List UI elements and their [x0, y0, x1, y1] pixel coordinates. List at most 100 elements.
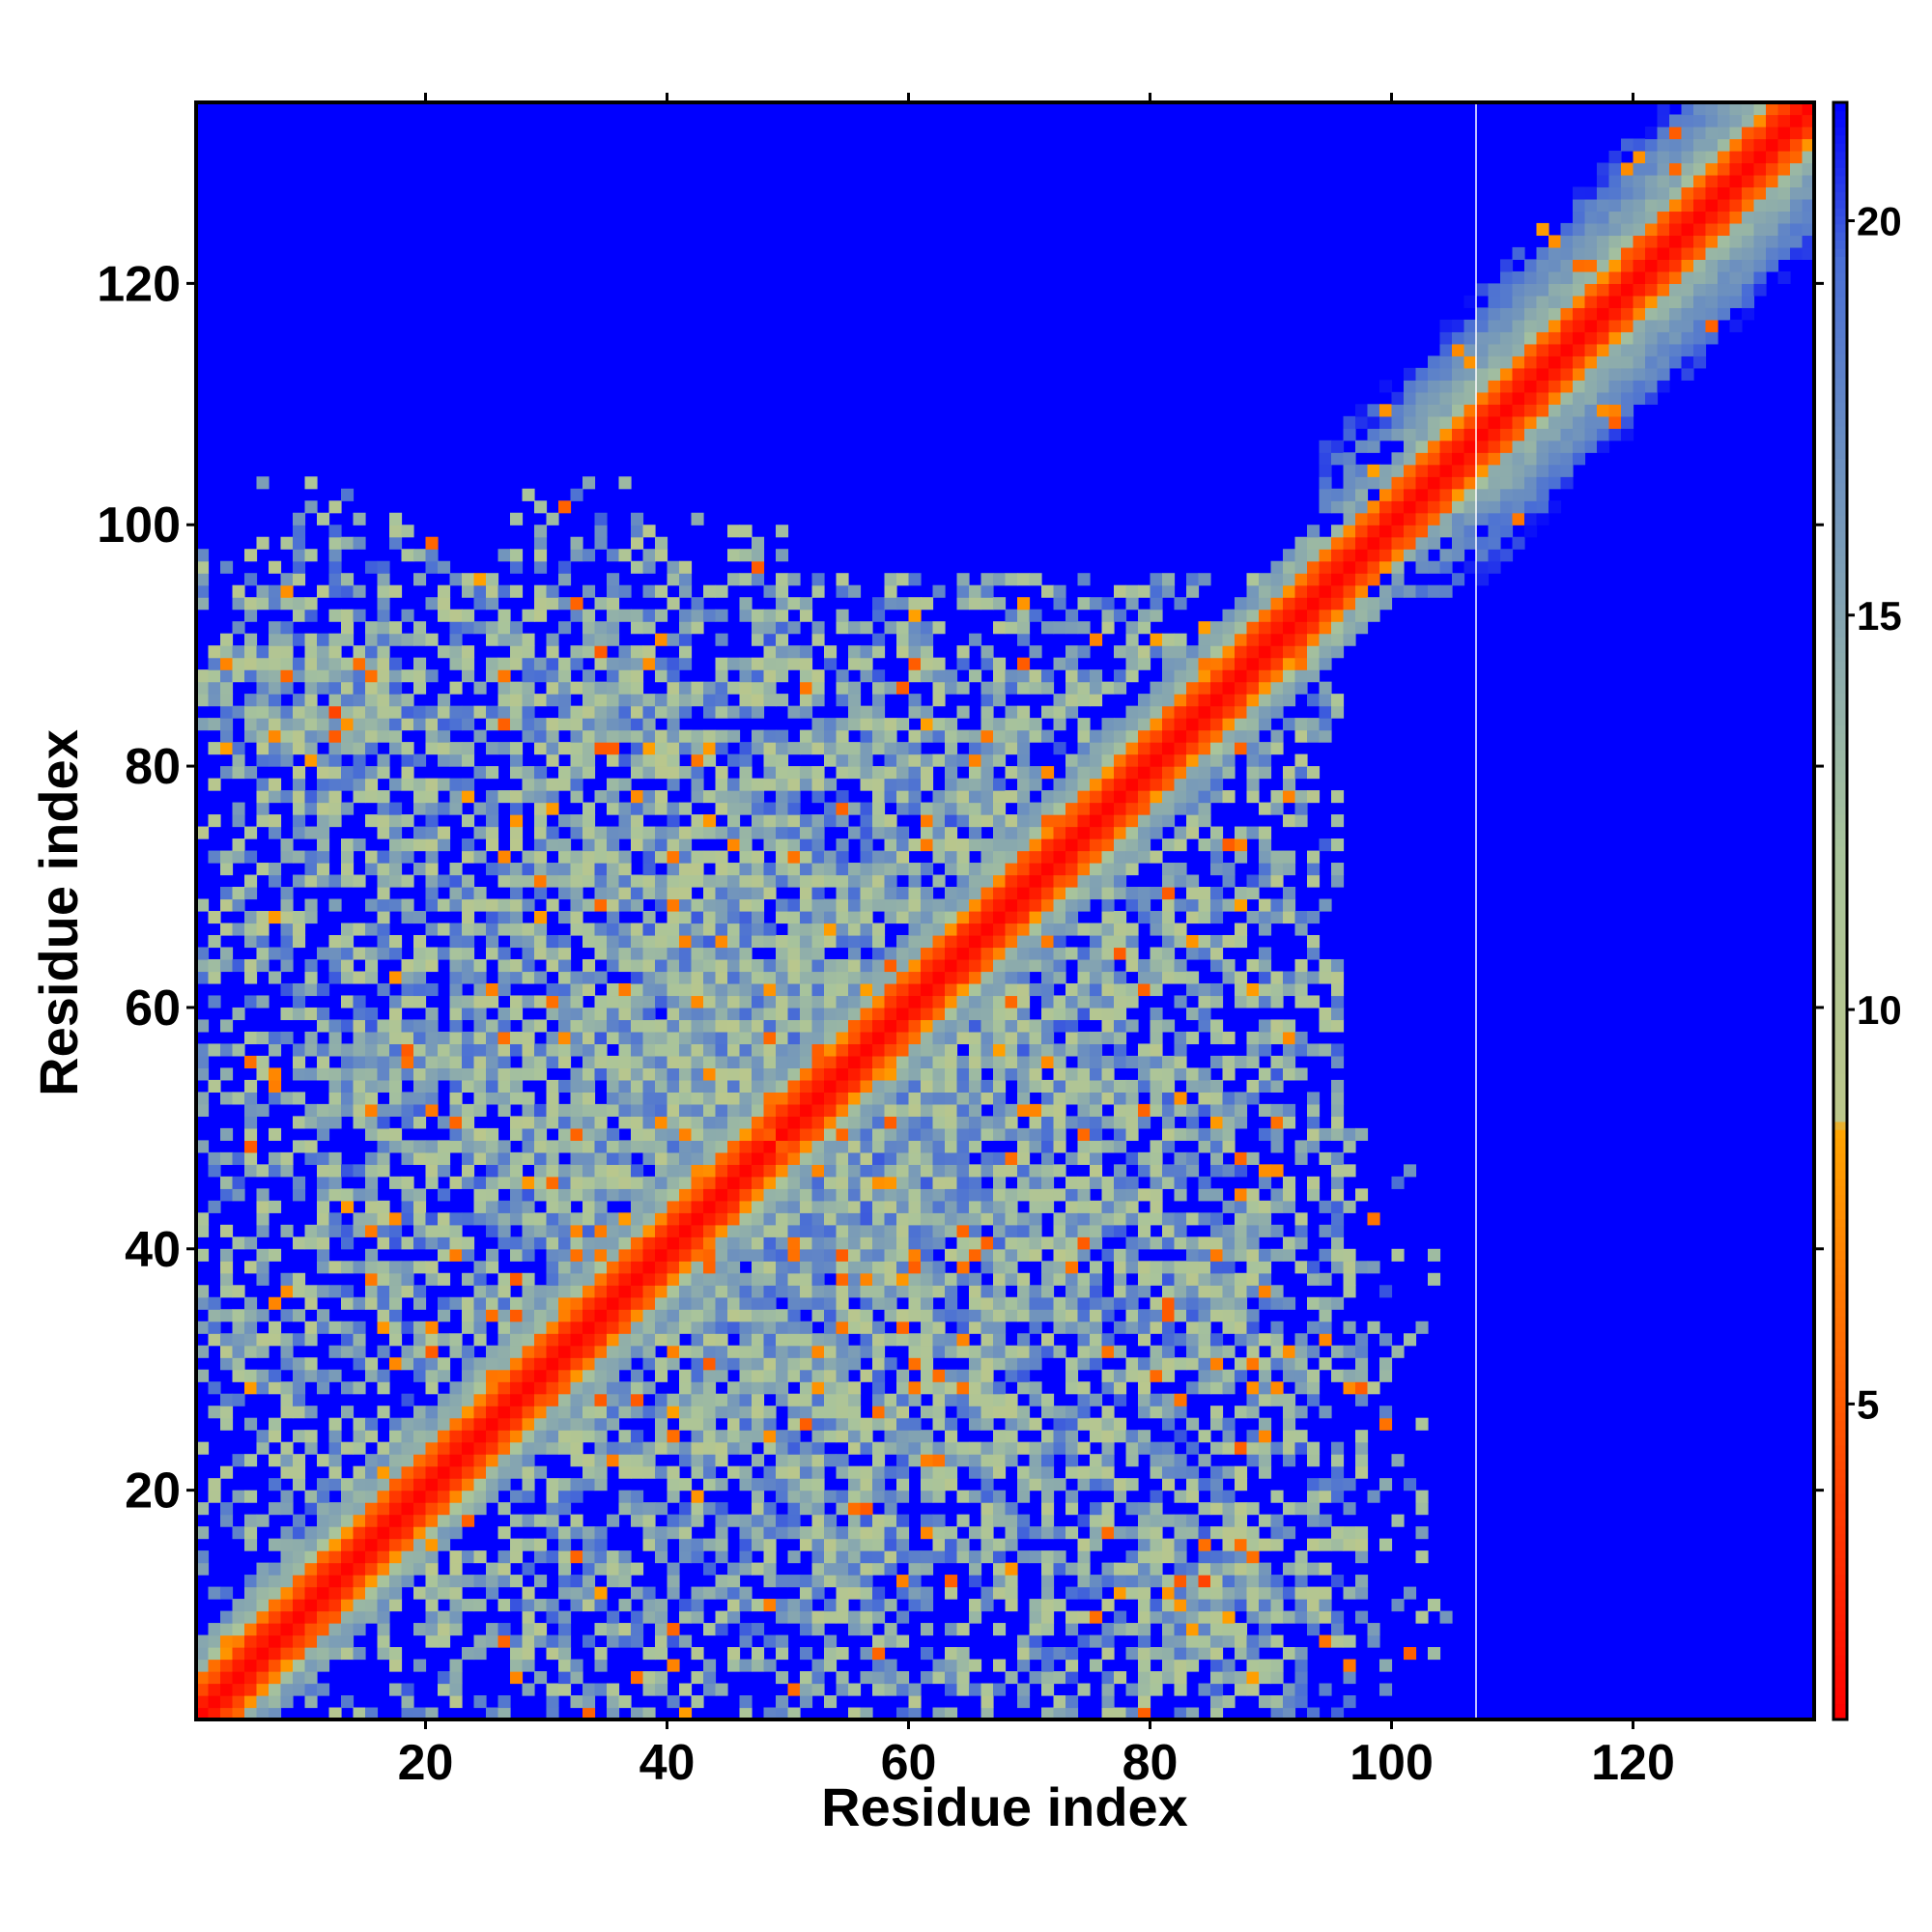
heatmap-cell: [1005, 1043, 1018, 1057]
heatmap-cell: [449, 863, 463, 876]
heatmap-cell: [365, 1490, 379, 1503]
heatmap-cell: [244, 1647, 258, 1661]
heatmap-cell: [956, 1659, 970, 1672]
heatmap-cell: [691, 1164, 704, 1178]
heatmap-cell: [956, 863, 970, 876]
heatmap-cell: [896, 1514, 910, 1527]
heatmap-cell: [776, 1103, 789, 1117]
heatmap-cell: [607, 1212, 620, 1226]
heatmap-cell: [763, 1538, 777, 1551]
heatmap-cell: [269, 1623, 282, 1636]
heatmap-cell: [244, 1599, 258, 1612]
heatmap-cell: [256, 1031, 270, 1045]
heatmap-cell: [558, 1224, 572, 1237]
heatmap-cell: [196, 1321, 210, 1334]
heatmap-cell: [341, 1055, 355, 1068]
heatmap-cell: [763, 778, 777, 791]
heatmap-cell: [582, 1430, 596, 1443]
heatmap-cell: [244, 1671, 258, 1685]
heatmap-cell: [546, 1164, 559, 1178]
heatmap-cell: [884, 1236, 897, 1250]
heatmap-cell: [667, 982, 680, 997]
heatmap-cell: [438, 597, 451, 611]
heatmap-cell: [534, 1369, 548, 1382]
heatmap-cell: [763, 1236, 777, 1250]
heatmap-cell: [618, 1599, 632, 1612]
heatmap-cell: [377, 911, 390, 924]
heatmap-cell: [763, 1550, 777, 1564]
heatmap-cell: [860, 1514, 873, 1527]
heatmap-cell: [220, 1272, 234, 1286]
heatmap-cell: [570, 729, 583, 743]
heatmap-cell: [510, 1441, 524, 1455]
heatmap-cell: [570, 1381, 583, 1395]
heatmap-cell: [232, 1236, 245, 1250]
heatmap-cell: [655, 1116, 668, 1129]
heatmap-cell: [497, 633, 511, 646]
heatmap-cell: [607, 1261, 620, 1274]
heatmap-cell: [642, 1599, 656, 1612]
heatmap-cell: [739, 1321, 753, 1334]
heatmap-cell: [328, 549, 342, 562]
heatmap-cell: [642, 1345, 656, 1358]
heatmap-cell: [980, 1188, 994, 1202]
heatmap-cell: [848, 1562, 862, 1576]
heatmap-cell: [921, 934, 934, 949]
heatmap-cell: [956, 1079, 970, 1093]
heatmap-cell: [280, 1333, 294, 1347]
heatmap-cell: [220, 1695, 234, 1709]
heatmap-cell: [679, 1683, 693, 1696]
heatmap-cell: [945, 982, 958, 997]
heatmap-cell: [1029, 874, 1042, 888]
heatmap-cell: [993, 947, 1007, 960]
heatmap-cell: [413, 1659, 427, 1672]
heatmap-cell: [800, 1454, 813, 1467]
heatmap-cell: [510, 1430, 524, 1443]
heatmap-cell: [642, 609, 656, 622]
heatmap-cell: [425, 718, 439, 731]
heatmap-cell: [715, 729, 728, 743]
heatmap-cell: [896, 1683, 910, 1696]
heatmap-cell: [377, 1575, 390, 1588]
heatmap-cell: [667, 1031, 680, 1045]
heatmap-cell: [425, 536, 439, 550]
heatmap-cell: [1053, 1127, 1066, 1141]
heatmap-cell: [401, 753, 414, 767]
heatmap-cell: [945, 1345, 958, 1358]
heatmap-cell: [896, 1369, 910, 1382]
heatmap-cell: [945, 826, 958, 839]
heatmap-cell: [594, 1067, 608, 1081]
heatmap-cell: [462, 1309, 475, 1322]
heatmap-cell: [232, 1671, 245, 1685]
heatmap-cell: [341, 633, 355, 646]
heatmap-cell: [582, 1236, 596, 1250]
heatmap-cell: [836, 1345, 849, 1358]
heatmap-cell: [811, 1430, 825, 1443]
heatmap-cell: [497, 1321, 511, 1334]
heatmap-cell: [811, 947, 825, 960]
heatmap-cell: [763, 814, 777, 828]
heatmap-cell: [824, 645, 838, 659]
heatmap-cell: [1005, 1188, 1018, 1202]
heatmap-cell: [462, 609, 475, 622]
heatmap-cell: [727, 753, 741, 767]
heatmap-cell: [824, 729, 838, 743]
heatmap-cell: [739, 1103, 753, 1117]
heatmap-cell: [631, 995, 644, 1009]
heatmap-cell: [462, 1248, 475, 1262]
heatmap-cell: [522, 633, 535, 646]
heatmap-cell: [413, 657, 427, 670]
heatmap-cell: [594, 790, 608, 804]
heatmap-cell: [389, 874, 403, 888]
heatmap-cell: [956, 1393, 970, 1406]
heatmap-cell: [389, 705, 403, 719]
heatmap-cell: [884, 1200, 897, 1213]
heatmap-cell: [570, 1695, 583, 1709]
heatmap-cell: [655, 657, 668, 670]
heatmap-cell: [401, 1465, 414, 1479]
heatmap-cell: [776, 645, 789, 659]
heatmap-cell: [486, 657, 499, 670]
heatmap-cell: [401, 1176, 414, 1189]
heatmap-cell: [787, 1212, 801, 1226]
heatmap-cell: [582, 1345, 596, 1358]
